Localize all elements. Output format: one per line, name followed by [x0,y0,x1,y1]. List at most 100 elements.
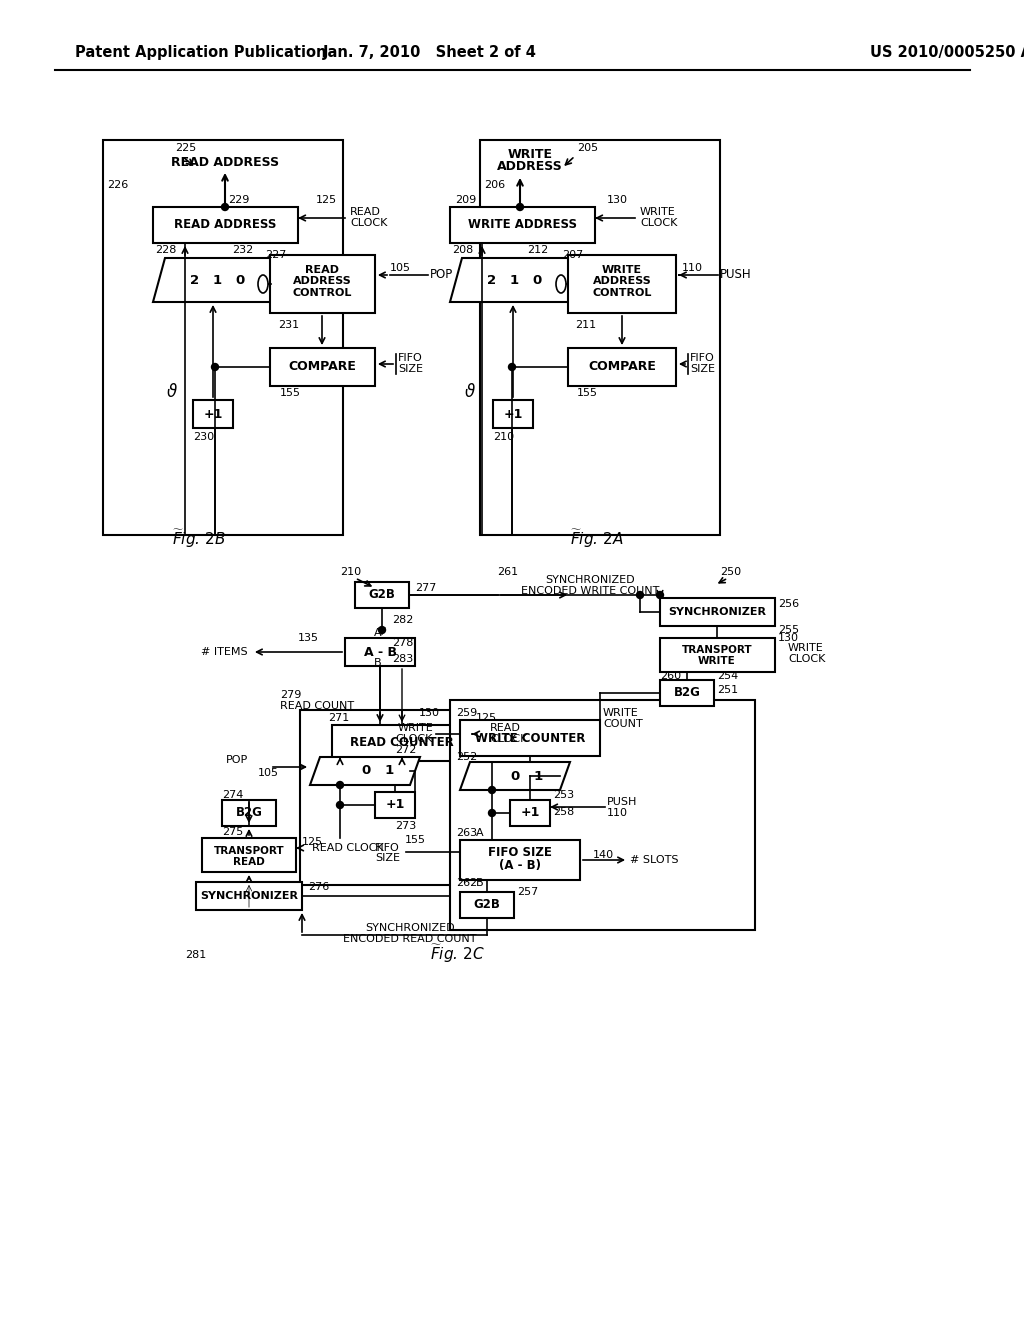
Text: 232: 232 [232,246,253,255]
Bar [153,207,298,243]
Circle shape [656,591,664,598]
Bar [568,255,676,313]
Text: US 2010/0005250 A1: US 2010/0005250 A1 [870,45,1024,59]
Text: $\widetilde{F}ig$. $2A$: $\widetilde{F}ig$. $2A$ [570,528,624,550]
Text: A: A [374,628,382,638]
Text: 140: 140 [593,850,614,861]
Text: ADDRESS: ADDRESS [497,160,563,173]
Text: 105: 105 [258,768,279,777]
Text: 125: 125 [476,713,497,723]
Bar [345,638,415,667]
Text: 275: 275 [222,828,244,837]
Text: READ CLOCK: READ CLOCK [312,843,384,853]
Text: 155: 155 [406,836,426,845]
Bar [660,638,775,672]
Text: 206: 206 [484,180,505,190]
Text: $\vartheta$: $\vartheta$ [166,383,178,401]
Text: 250: 250 [720,568,741,577]
Bar [332,725,472,762]
Text: 262: 262 [456,878,477,888]
Text: Jan. 7, 2010   Sheet 2 of 4: Jan. 7, 2010 Sheet 2 of 4 [323,45,537,59]
Text: 209: 209 [455,195,476,205]
Text: 263: 263 [456,828,477,838]
Text: B2G: B2G [674,686,700,700]
Text: 277: 277 [415,583,436,593]
Text: 0   1: 0 1 [511,770,543,783]
Text: ADDRESS: ADDRESS [593,276,651,286]
Text: 210: 210 [340,568,361,577]
Text: SIZE: SIZE [375,853,400,863]
Bar [196,882,302,909]
Text: FIFO SIZE: FIFO SIZE [488,846,552,859]
Text: 278: 278 [392,638,414,648]
Circle shape [212,363,218,371]
Text: WRITE: WRITE [397,723,433,733]
Text: SYNCHRONIZER: SYNCHRONIZER [668,607,766,616]
Text: 205: 205 [577,143,598,153]
Text: 208: 208 [452,246,473,255]
Text: 211: 211 [575,319,596,330]
Text: B2G: B2G [236,807,262,820]
Text: 230: 230 [193,432,214,442]
Text: COMPARE: COMPARE [288,360,356,374]
Text: $\widetilde{F}ig$. $2B$: $\widetilde{F}ig$. $2B$ [172,528,225,550]
Circle shape [221,203,228,210]
Text: COMPARE: COMPARE [588,360,656,374]
Text: READ: READ [350,207,381,216]
Circle shape [488,809,496,817]
Bar [103,140,343,535]
Text: WRITE ADDRESS: WRITE ADDRESS [468,219,577,231]
Circle shape [379,627,385,634]
Text: +1: +1 [204,408,222,421]
Text: 283: 283 [392,653,414,664]
Text: 281: 281 [185,950,206,960]
Text: 226: 226 [106,180,128,190]
Text: 228: 228 [155,246,176,255]
Text: 125: 125 [316,195,337,205]
Text: 130: 130 [778,634,799,643]
Text: READ: READ [305,265,339,275]
Bar [270,348,375,385]
Text: 2   1   0: 2 1 0 [190,273,246,286]
Bar [660,680,714,706]
Text: 254: 254 [717,671,738,681]
Text: 110: 110 [682,263,703,273]
Bar [460,840,580,880]
Text: 229: 229 [228,195,250,205]
Text: 261: 261 [497,568,518,577]
Bar [493,400,534,428]
Circle shape [337,801,343,808]
Text: 125: 125 [302,837,324,847]
Text: 274: 274 [222,789,244,800]
Text: CLOCK: CLOCK [640,218,677,228]
Text: WRITE: WRITE [788,643,823,653]
Ellipse shape [556,275,566,293]
Text: +1: +1 [504,408,522,421]
Text: 258: 258 [553,807,574,817]
Text: 256: 256 [778,599,799,609]
Bar [270,255,375,313]
Text: +1: +1 [385,799,404,812]
Text: 105: 105 [390,263,411,273]
Text: SIZE: SIZE [690,364,715,374]
Text: 130: 130 [607,195,628,205]
Text: 279: 279 [280,690,301,700]
Text: READ ADDRESS: READ ADDRESS [171,156,280,169]
Text: 257: 257 [517,887,539,898]
Text: FIFO: FIFO [690,352,715,363]
Text: WRITE: WRITE [603,708,639,718]
Text: A: A [476,828,483,838]
Text: ENCODED READ COUNT: ENCODED READ COUNT [343,935,477,944]
Text: READ ADDRESS: READ ADDRESS [174,219,276,231]
Bar [222,800,276,826]
Bar [375,792,415,818]
Text: 259: 259 [456,708,477,718]
Bar [660,598,775,626]
Bar [450,700,755,931]
Text: 212: 212 [527,246,548,255]
Text: 231: 231 [278,319,299,330]
Text: 130: 130 [419,708,440,718]
Text: POP: POP [225,755,248,766]
Text: WRITE: WRITE [508,149,553,161]
Text: $\vartheta$: $\vartheta$ [464,383,476,401]
